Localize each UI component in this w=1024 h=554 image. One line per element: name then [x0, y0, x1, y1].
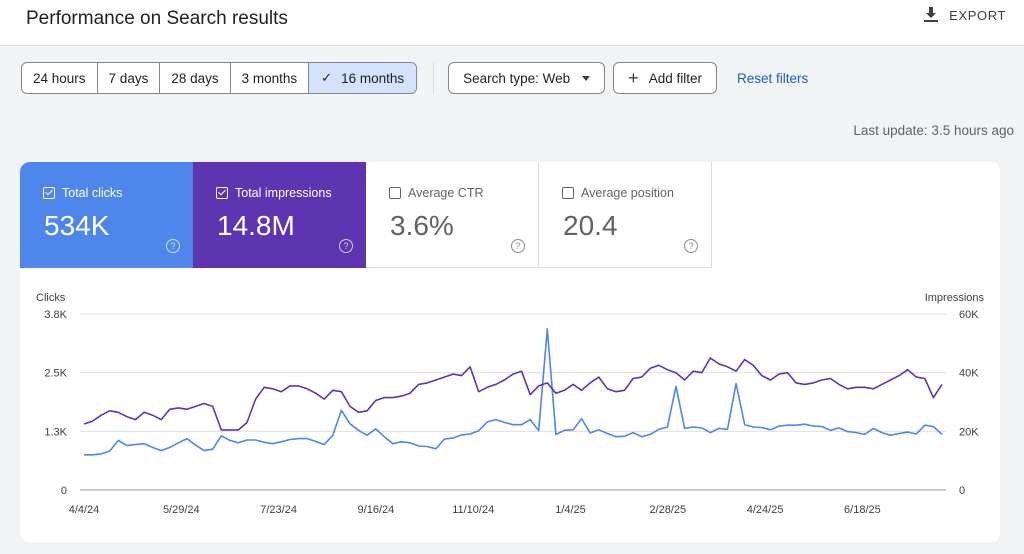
metric-label: Average position: [581, 186, 674, 200]
date-range-selector: 24 hours 7 days 28 days 3 months ✓ 16 mo…: [21, 62, 418, 94]
metric-tile-total-impressions[interactable]: Total impressions 14.8M ?: [193, 162, 366, 268]
y-left-axis-label: Clicks: [36, 292, 66, 304]
page-title: Performance on Search results: [26, 8, 288, 29]
export-button[interactable]: EXPORT: [923, 6, 1006, 24]
date-range-24-hours[interactable]: 24 hours: [22, 63, 98, 93]
date-range-3-months[interactable]: 3 months: [231, 63, 310, 93]
plus-icon: +: [628, 68, 639, 88]
checkbox-unchecked-icon[interactable]: [389, 187, 401, 199]
y-left-tick-label: 0: [61, 485, 67, 497]
checkbox-checked-icon[interactable]: [43, 187, 55, 199]
y-left-tick-label: 3.8K: [44, 309, 67, 321]
metric-label: Total impressions: [235, 186, 332, 200]
x-tick-label: 1/4/25: [555, 504, 586, 516]
search-type-dropdown[interactable]: Search type: Web: [448, 62, 606, 94]
performance-card: Total clicks 534K ? Total impressions 14…: [20, 162, 1000, 542]
metric-value: 534K: [44, 210, 110, 241]
x-tick-label: 4/24/25: [747, 504, 784, 516]
divider: [433, 62, 435, 94]
y-right-tick-label: 0: [959, 485, 965, 497]
search-type-label: Search type: Web: [463, 70, 571, 86]
metric-tiles: Total clicks 534K ? Total impressions 14…: [20, 162, 712, 268]
help-icon[interactable]: ?: [166, 239, 180, 253]
reset-filters-link[interactable]: Reset filters: [736, 70, 809, 86]
date-range-28-days[interactable]: 28 days: [160, 63, 231, 93]
y-right-tick-label: 20K: [959, 426, 979, 438]
series-line-impressions: [83, 357, 943, 431]
help-icon[interactable]: ?: [339, 239, 353, 253]
metric-label: Total clicks: [62, 186, 123, 200]
x-tick-label: 11/10/24: [452, 504, 494, 516]
x-tick-label: 2/28/25: [649, 504, 686, 516]
metric-tile-average-position[interactable]: Average position 20.4 ?: [539, 162, 712, 268]
x-tick-label: 4/4/24: [69, 504, 100, 516]
metric-value: 3.6%: [390, 210, 454, 241]
filter-bar: 24 hours 7 days 28 days 3 months ✓ 16 mo…: [21, 62, 808, 94]
help-icon[interactable]: ?: [684, 239, 698, 253]
check-icon: ✓: [321, 70, 333, 85]
y-right-tick-label: 40K: [959, 368, 979, 380]
metric-value: 20.4: [563, 210, 618, 241]
last-update-text: Last update: 3.5 hours ago: [853, 123, 1014, 138]
date-range-7-days[interactable]: 7 days: [98, 63, 161, 93]
page-header: Performance on Search results EXPORT: [0, 0, 1024, 46]
checkbox-checked-icon[interactable]: [216, 187, 228, 199]
help-icon[interactable]: ?: [511, 239, 525, 253]
date-range-16-months-label: 16 months: [341, 70, 405, 86]
y-left-tick-label: 2.5K: [44, 368, 67, 380]
x-tick-label: 9/16/24: [358, 504, 395, 516]
metric-label: Average CTR: [408, 186, 484, 200]
x-tick-label: 7/23/24: [260, 504, 297, 516]
add-filter-button[interactable]: + Add filter: [613, 62, 717, 94]
x-tick-label: 5/29/24: [163, 504, 200, 516]
metric-tile-average-ctr[interactable]: Average CTR 3.6% ?: [366, 162, 539, 268]
x-tick-label: 6/18/25: [844, 504, 881, 516]
download-icon: [923, 6, 939, 24]
series-line-clicks: [84, 328, 943, 456]
add-filter-label: Add filter: [648, 70, 702, 86]
caret-down-icon: [582, 75, 591, 81]
y-right-tick-label: 60K: [959, 309, 979, 321]
date-range-16-months[interactable]: ✓ 16 months: [309, 63, 417, 93]
metric-value: 14.8M: [217, 210, 295, 241]
metric-tile-total-clicks[interactable]: Total clicks 534K ?: [20, 162, 193, 268]
y-left-tick-label: 1.3K: [44, 426, 67, 438]
checkbox-unchecked-icon[interactable]: [562, 187, 574, 199]
export-label: EXPORT: [949, 7, 1006, 23]
performance-chart[interactable]: Clicks Impressions 0 1.3K 2.5K 3.8K 0 20K 40K…: [20, 268, 1000, 542]
y-right-axis-label: Impressions: [925, 292, 985, 304]
